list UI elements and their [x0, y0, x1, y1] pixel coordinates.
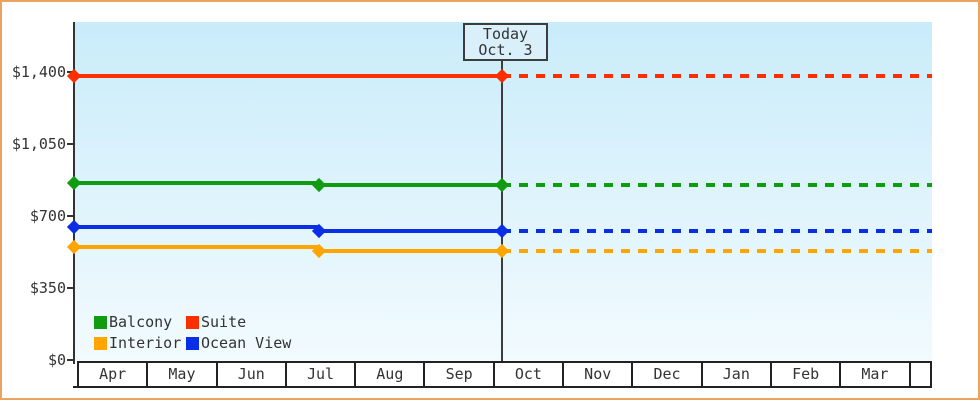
- month-cell: Mar: [841, 363, 911, 386]
- series-marker-interior-start: [66, 239, 82, 254]
- y-tick: [67, 359, 73, 361]
- legend-item-interior: Interior: [94, 334, 181, 352]
- series-projection-interior: [502, 248, 932, 253]
- month-cell: Feb: [772, 363, 842, 386]
- month-cell: Jul: [287, 363, 357, 386]
- month-cell-empty: [911, 363, 930, 386]
- series-marker-interior-today: [494, 243, 510, 259]
- y-axis-line: [73, 22, 75, 364]
- month-cell: Oct: [495, 363, 565, 386]
- x-axis-month-band: Apr May Jun Jul Aug Sep Oct Nov Dec Jan …: [77, 361, 932, 388]
- legend-label-ocean-view: Ocean View: [201, 334, 292, 352]
- series-line-suite: [319, 74, 502, 79]
- legend-label-interior: Interior: [109, 334, 182, 352]
- legend-label-suite: Suite: [201, 313, 247, 331]
- series-marker-ocean-view-start: [66, 220, 82, 235]
- legend-row-2: Interior Ocean View: [94, 334, 291, 352]
- series-projection-balcony: [502, 183, 932, 188]
- legend-item-suite: Suite: [186, 313, 263, 331]
- y-tick: [67, 215, 73, 217]
- series-line-balcony: [319, 183, 502, 188]
- series-line-interior: [319, 248, 502, 253]
- legend-item-ocean-view: Ocean View: [186, 334, 291, 352]
- legend-label-balcony: Balcony: [109, 313, 173, 331]
- series-marker-ocean-view-today: [494, 224, 510, 239]
- series-projection-ocean-view: [502, 229, 932, 234]
- series-line-ocean-view: [319, 229, 502, 234]
- today-marker-box: Today Oct. 3: [463, 23, 548, 61]
- series-marker-balcony-today: [494, 178, 510, 193]
- series-line-ocean-view: [75, 225, 319, 230]
- legend-swatch-ocean-view: [186, 336, 199, 350]
- month-cell: May: [148, 363, 218, 386]
- series-marker-suite-today: [494, 69, 510, 84]
- legend-swatch-balcony: [94, 315, 107, 329]
- series-projection-suite: [502, 74, 932, 79]
- legend-swatch-interior: [94, 336, 107, 350]
- y-tick-label: $700: [29, 207, 66, 225]
- today-line: [501, 60, 503, 361]
- axis-band-connector: [73, 386, 79, 388]
- legend-swatch-suite: [186, 315, 199, 329]
- today-date: Oct. 3: [478, 41, 533, 59]
- series-line-interior: [75, 244, 319, 249]
- y-tick-label: $0: [47, 351, 66, 369]
- month-cell: Apr: [79, 363, 149, 386]
- y-tick: [67, 287, 73, 289]
- y-tick-label: $350: [29, 279, 66, 297]
- month-cell: Sep: [425, 363, 495, 386]
- month-cell: Aug: [356, 363, 426, 386]
- month-cell: Dec: [633, 363, 703, 386]
- y-tick-label: $1,050: [11, 135, 66, 153]
- series-line-balcony: [75, 181, 319, 186]
- series-line-suite: [75, 74, 319, 79]
- y-tick-label: $1,400: [11, 63, 66, 81]
- series-marker-balcony-start: [66, 176, 82, 191]
- y-tick: [67, 143, 73, 145]
- legend-row-1: Balcony Suite: [94, 313, 278, 331]
- month-cell: Nov: [564, 363, 634, 386]
- month-cell: Jun: [218, 363, 287, 386]
- today-label: Today: [482, 25, 529, 43]
- month-cell: Jan: [703, 363, 772, 386]
- legend-item-balcony: Balcony: [94, 313, 173, 331]
- series-layer: [66, 22, 932, 361]
